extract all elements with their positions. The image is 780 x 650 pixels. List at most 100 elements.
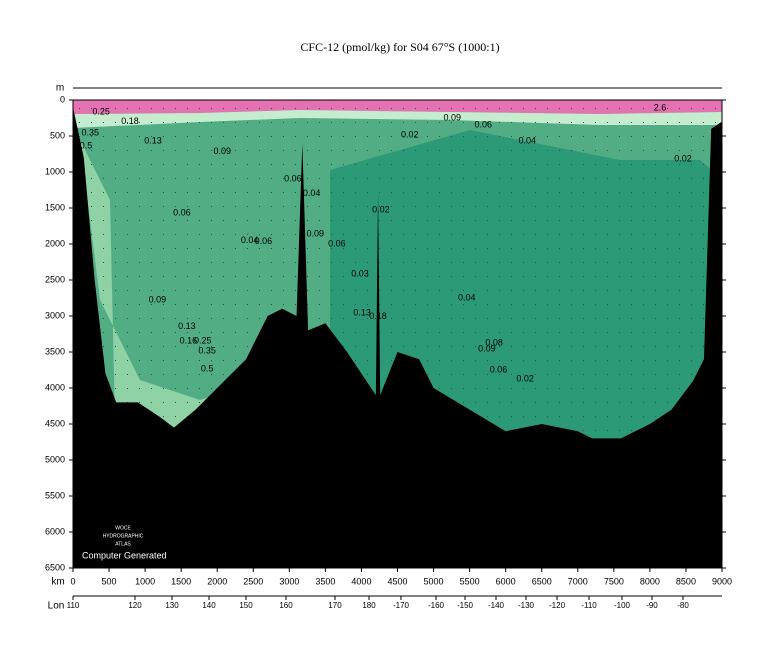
sample-dot: [163, 374, 164, 375]
sample-dot: [631, 290, 632, 291]
sample-dot: [163, 206, 164, 207]
x-tick-label: 2000: [207, 576, 227, 586]
sample-dot: [571, 248, 572, 249]
sample-dot: [103, 248, 104, 249]
sample-dot: [451, 360, 452, 361]
sample-dot: [679, 318, 680, 319]
sample-dot: [211, 318, 212, 319]
sample-dot: [367, 374, 368, 375]
sample-dot: [583, 206, 584, 207]
sample-dot: [187, 220, 188, 221]
sample-dot: [163, 108, 164, 109]
sample-dot: [583, 430, 584, 431]
sample-dot: [631, 234, 632, 235]
sample-dot: [403, 178, 404, 179]
sample-dot: [619, 164, 620, 165]
sample-dot: [451, 108, 452, 109]
sample-dot: [619, 402, 620, 403]
sample-dot: [511, 108, 512, 109]
sample-dot: [595, 192, 596, 193]
sample-dot: [127, 374, 128, 375]
sample-dot: [199, 164, 200, 165]
sample-dot: [499, 374, 500, 375]
sample-dot: [139, 402, 140, 403]
sample-dot: [139, 234, 140, 235]
sample-dot: [307, 276, 308, 277]
sample-dot: [115, 150, 116, 151]
sample-dot: [187, 122, 188, 123]
sample-dot: [595, 346, 596, 347]
sample-dot: [523, 290, 524, 291]
sample-dot: [499, 318, 500, 319]
sample-dot: [139, 290, 140, 291]
sample-dot: [511, 290, 512, 291]
contour-label: 0.09: [478, 343, 496, 353]
sample-dot: [211, 248, 212, 249]
sample-dot: [115, 234, 116, 235]
sample-dot: [235, 332, 236, 333]
sample-dot: [91, 164, 92, 165]
sample-dot: [187, 164, 188, 165]
sample-dot: [475, 248, 476, 249]
sample-dot: [595, 290, 596, 291]
sample-dot: [367, 346, 368, 347]
sample-dot: [355, 108, 356, 109]
sample-dot: [499, 164, 500, 165]
sample-dot: [355, 248, 356, 249]
sample-dot: [487, 248, 488, 249]
sample-dot: [355, 178, 356, 179]
sample-dot: [667, 262, 668, 263]
sample-dot: [703, 220, 704, 221]
sample-dot: [583, 122, 584, 123]
sample-dot: [547, 178, 548, 179]
contour-label: 0.18: [369, 311, 387, 321]
sample-dot: [343, 248, 344, 249]
sample-dot: [631, 192, 632, 193]
sample-dot: [235, 360, 236, 361]
sample-dot: [379, 136, 380, 137]
sample-dot: [151, 178, 152, 179]
sample-dot: [247, 304, 248, 305]
sample-dot: [307, 136, 308, 137]
sample-dot: [631, 220, 632, 221]
sample-dot: [391, 332, 392, 333]
sample-dot: [175, 402, 176, 403]
sample-dot: [475, 276, 476, 277]
sample-dot: [355, 346, 356, 347]
sample-dot: [319, 290, 320, 291]
sample-dot: [331, 304, 332, 305]
sample-dot: [379, 304, 380, 305]
sample-dot: [667, 122, 668, 123]
sample-dot: [199, 346, 200, 347]
sample-dot: [679, 290, 680, 291]
sample-dot: [571, 234, 572, 235]
sample-dot: [367, 248, 368, 249]
sample-dot: [151, 192, 152, 193]
sample-dot: [127, 192, 128, 193]
sample-dot: [127, 150, 128, 151]
contour-label: 0.35: [82, 127, 100, 137]
x2-tick-label: 140: [202, 601, 216, 610]
sample-dot: [679, 388, 680, 389]
sample-dot: [667, 374, 668, 375]
sample-dot: [415, 122, 416, 123]
sample-dot: [115, 388, 116, 389]
sample-dot: [403, 332, 404, 333]
sample-dot: [187, 346, 188, 347]
sample-dot: [295, 192, 296, 193]
sample-dot: [355, 192, 356, 193]
sample-dot: [151, 136, 152, 137]
sample-dot: [319, 234, 320, 235]
sample-dot: [103, 206, 104, 207]
sample-dot: [223, 346, 224, 347]
sample-dot: [223, 234, 224, 235]
sample-dot: [703, 346, 704, 347]
sample-dot: [415, 150, 416, 151]
sample-dot: [571, 360, 572, 361]
contour-label: 0.09: [307, 228, 325, 238]
x-tick-label: 1500: [171, 576, 191, 586]
sample-dot: [535, 276, 536, 277]
sample-dot: [343, 234, 344, 235]
sample-dot: [319, 122, 320, 123]
sample-dot: [571, 388, 572, 389]
